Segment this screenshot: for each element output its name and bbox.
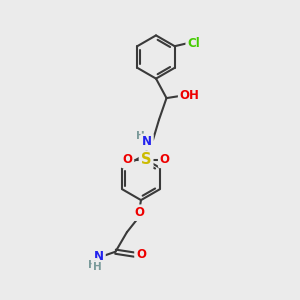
Text: O: O — [136, 248, 146, 261]
Text: O: O — [134, 206, 145, 219]
Text: N: N — [142, 135, 152, 148]
Text: H: H — [136, 131, 145, 141]
Text: O: O — [122, 153, 133, 167]
Text: OH: OH — [180, 89, 200, 102]
Text: Cl: Cl — [187, 37, 200, 50]
Text: N: N — [94, 250, 104, 263]
Text: S: S — [141, 152, 152, 167]
Text: H: H — [88, 260, 97, 270]
Text: H: H — [93, 262, 102, 272]
Text: O: O — [160, 153, 170, 167]
